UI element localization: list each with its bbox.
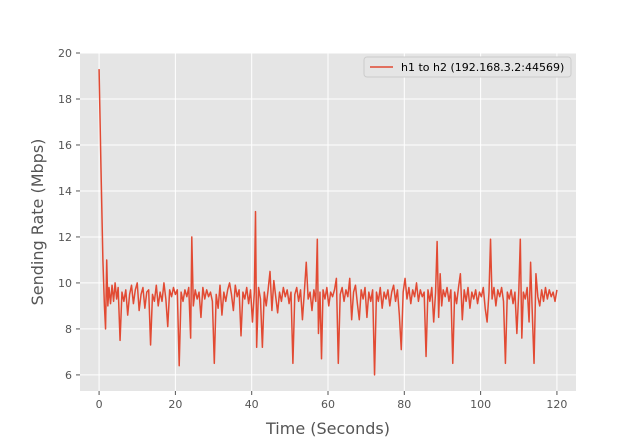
x-tick-label: 60 — [321, 398, 335, 411]
x-axis-label: Time (Seconds) — [265, 419, 390, 438]
y-tick-label: 10 — [58, 277, 72, 290]
y-tick-label: 6 — [65, 369, 72, 382]
y-tick-label: 18 — [58, 93, 72, 106]
y-tick-label: 20 — [58, 47, 72, 60]
ticks — [76, 52, 558, 395]
grid — [80, 52, 576, 391]
y-tick-label: 8 — [65, 323, 72, 336]
series-layer — [98, 69, 558, 376]
y-tick-label: 12 — [58, 231, 72, 244]
x-tick-label: 0 — [96, 398, 103, 411]
x-tick-label: 80 — [397, 398, 411, 411]
legend-box — [363, 56, 572, 78]
x-tick-label: 100 — [470, 398, 491, 411]
y-axis-label: Sending Rate (Mbps) — [28, 139, 47, 306]
y-tick-label: 16 — [58, 139, 72, 152]
series-line — [98, 69, 558, 376]
x-tick-label: 20 — [168, 398, 182, 411]
legend: h1 to h2 (192.168.3.2:44569) — [363, 56, 572, 78]
x-tick-label: 40 — [245, 398, 259, 411]
tick-labels: 0 20 40 60 80 100 120 6 8 10 12 14 16 18 20 — [58, 47, 567, 411]
y-tick-label: 14 — [58, 185, 72, 198]
x-tick-label: 120 — [546, 398, 567, 411]
legend-label: h1 to h2 (192.168.3.2:44569) — [401, 61, 564, 74]
